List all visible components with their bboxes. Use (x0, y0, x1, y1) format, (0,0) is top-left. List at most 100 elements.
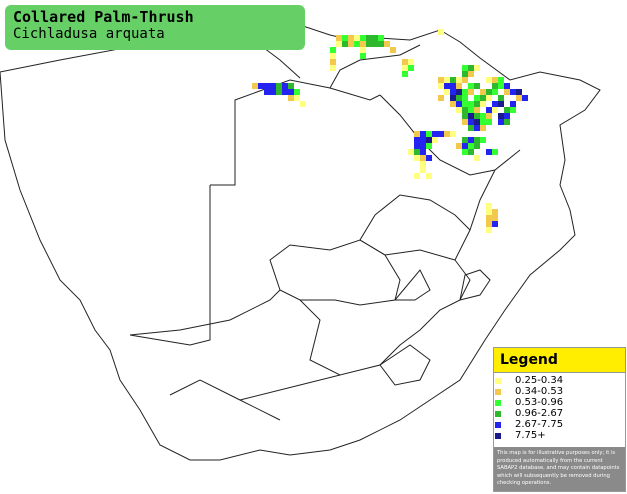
cell (462, 149, 468, 155)
cell (288, 83, 294, 89)
cell (498, 101, 504, 107)
cell (480, 89, 486, 95)
cell (282, 83, 288, 89)
cell (264, 83, 270, 89)
cell (372, 41, 378, 47)
cell (414, 143, 420, 149)
cell (468, 143, 474, 149)
cell (360, 35, 366, 41)
legend-label: 0.25-0.34 (515, 375, 564, 386)
cell (462, 137, 468, 143)
cell (408, 59, 414, 65)
cell (492, 215, 498, 221)
cell (510, 101, 516, 107)
cell (426, 131, 432, 137)
cell (486, 95, 492, 101)
cell (474, 143, 480, 149)
cell (402, 59, 408, 65)
cell (486, 209, 492, 215)
cell (360, 41, 366, 47)
cell (462, 65, 468, 71)
cell (378, 35, 384, 41)
cell (492, 149, 498, 155)
cell (270, 83, 276, 89)
cell (462, 77, 468, 83)
cell (462, 101, 468, 107)
legend-item: 2.67-7.75 (495, 419, 625, 430)
cell (474, 119, 480, 125)
cell (456, 107, 462, 113)
cell (486, 149, 492, 155)
cell (468, 83, 474, 89)
legend-label: 0.34-0.53 (515, 386, 564, 397)
cell (516, 89, 522, 95)
legend-swatch (495, 399, 501, 406)
cell (414, 149, 420, 155)
cell (456, 101, 462, 107)
cell (480, 101, 486, 107)
cell (510, 89, 516, 95)
cell (504, 107, 510, 113)
cell (270, 89, 276, 95)
cell (474, 155, 480, 161)
cell (492, 83, 498, 89)
cell (504, 119, 510, 125)
cell (486, 221, 492, 227)
cell (420, 155, 426, 161)
cell (354, 41, 360, 47)
cell (378, 41, 384, 47)
legend-label: 0.53-0.96 (515, 397, 564, 408)
cell (450, 101, 456, 107)
cell (498, 83, 504, 89)
cell (486, 215, 492, 221)
cell (330, 65, 336, 71)
cell (372, 35, 378, 41)
cell (330, 53, 336, 59)
cell (516, 95, 522, 101)
occurrence-cells (252, 29, 528, 233)
cell (468, 65, 474, 71)
cell (414, 173, 420, 179)
cell (360, 53, 366, 59)
cell (486, 89, 492, 95)
cell (450, 77, 456, 83)
cell (486, 119, 492, 125)
legend-item: 0.25-0.34 (495, 375, 625, 386)
legend-item: 0.34-0.53 (495, 386, 625, 397)
cell (468, 107, 474, 113)
cell (420, 161, 426, 167)
cell (474, 107, 480, 113)
cell (444, 77, 450, 83)
cell (420, 149, 426, 155)
cell (384, 41, 390, 47)
cell (420, 167, 426, 173)
cell (492, 209, 498, 215)
cell (492, 221, 498, 227)
cell (438, 83, 444, 89)
cell (342, 35, 348, 41)
cell (408, 149, 414, 155)
legend-swatch (495, 377, 501, 384)
cell (492, 77, 498, 83)
cell (468, 113, 474, 119)
cell (468, 89, 474, 95)
cell (462, 89, 468, 95)
legend-swatch (495, 421, 501, 428)
cell (474, 125, 480, 131)
borders (0, 24, 601, 461)
cell (366, 41, 372, 47)
cell (456, 95, 462, 101)
cell (462, 95, 468, 101)
cell (492, 107, 498, 113)
cell (474, 95, 480, 101)
cell (456, 89, 462, 95)
cell (450, 131, 456, 137)
cell (522, 95, 528, 101)
cell (276, 89, 282, 95)
cell (480, 95, 486, 101)
cell (468, 119, 474, 125)
cell (438, 95, 444, 101)
cell (444, 131, 450, 137)
title-box: Collared Palm-Thrush Cichladusa arquata (5, 5, 305, 50)
